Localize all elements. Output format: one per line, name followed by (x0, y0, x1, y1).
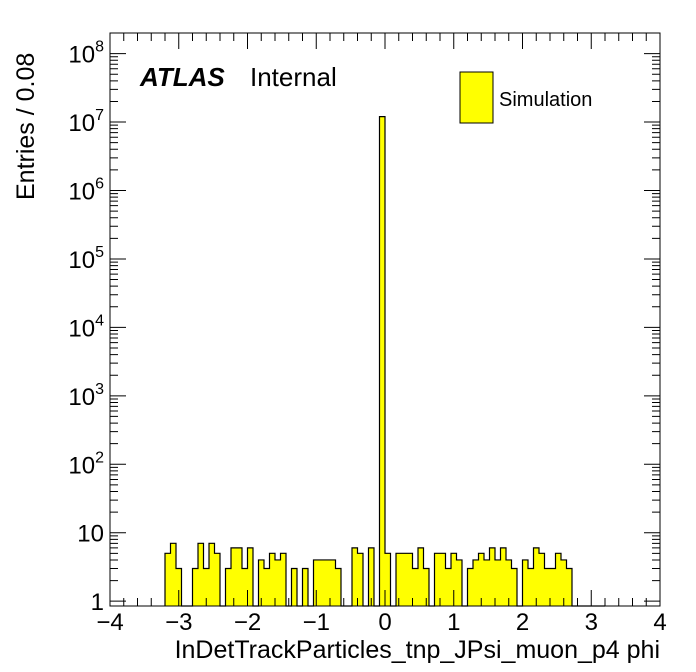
histogram-bin (198, 543, 204, 606)
tick-marks (109, 32, 661, 606)
histogram-bin (231, 547, 237, 606)
histogram-bin (335, 568, 341, 606)
histogram-bin (236, 547, 242, 606)
histogram-bin (275, 559, 281, 606)
x-tick-label: −2 (234, 609, 261, 636)
legend-swatch (459, 71, 494, 124)
histogram-bin (533, 547, 539, 606)
histogram-bin (385, 553, 391, 606)
y-axis-label: Entries / 0.08 (12, 53, 40, 200)
x-tick-label: −3 (165, 609, 192, 636)
y-tick-label: 10 (77, 521, 104, 548)
histogram-bin (302, 568, 308, 606)
histogram-bin (451, 553, 457, 606)
y-tick-label: 1 (91, 589, 104, 616)
histogram-bin (176, 568, 182, 606)
histogram-bin (544, 568, 550, 606)
axis-ticks (109, 32, 661, 606)
y-tick-label: 102 (68, 449, 104, 479)
histogram-bin (258, 559, 264, 606)
histogram-bin (467, 568, 473, 606)
histogram-bin (396, 553, 402, 606)
histogram-bin (192, 568, 198, 606)
x-tick-label: 4 (653, 609, 666, 636)
histogram-bin (313, 559, 319, 606)
histogram-bin (423, 568, 429, 606)
histogram-bin (555, 553, 561, 606)
histogram-bin (407, 553, 413, 606)
legend-label-simulation: Simulation (499, 89, 592, 111)
histogram-bin (511, 568, 517, 606)
histogram-bin (495, 559, 501, 606)
histogram-bin (324, 559, 330, 606)
y-tick-label: 107 (68, 107, 104, 137)
histogram-bin (280, 553, 286, 606)
x-tick-label: 3 (585, 609, 598, 636)
histogram-bin (352, 547, 358, 606)
histogram-bin (506, 559, 512, 606)
x-tick-label: −1 (303, 609, 330, 636)
histogram-bin (291, 568, 297, 606)
histogram-bin (401, 553, 407, 606)
histogram-bin (522, 559, 528, 606)
histogram-bin (412, 568, 418, 606)
atlas-label: ATLAS (139, 62, 225, 92)
histogram-bin (539, 553, 545, 606)
y-tick-label: 106 (68, 175, 104, 205)
x-tick-label: 2 (516, 609, 529, 636)
y-tick-label: 103 (68, 381, 104, 411)
histogram-bin (528, 568, 534, 606)
y-tick-labels: 1 10 102 103 104 105 106 107 108 (68, 39, 104, 617)
histogram-bin (330, 559, 336, 606)
y-tick-label: 104 (68, 312, 104, 342)
x-tick-label: −4 (96, 609, 123, 636)
histogram-bin (225, 568, 231, 606)
histogram-bin (561, 559, 567, 606)
x-tick-label: 0 (378, 609, 391, 636)
atlas-sublabel: Internal (250, 62, 337, 92)
y-tick-label: 108 (68, 39, 104, 69)
histogram-bin (566, 568, 572, 606)
x-tick-label: 1 (447, 609, 460, 636)
histogram-bars (164, 116, 605, 607)
histogram-bin (209, 543, 215, 606)
x-axis-label: InDetTrackParticles_tnp_JPsi_muon_p4 phi (175, 636, 660, 664)
histogram-bin (440, 553, 446, 606)
histogram-bin (456, 559, 462, 606)
histogram-bin (379, 116, 385, 606)
histogram-bin (445, 568, 451, 606)
legend: Simulation (459, 71, 592, 124)
histogram-bin (357, 553, 363, 606)
histogram-bin (203, 568, 209, 606)
histogram-bin (418, 547, 424, 606)
histogram-bin (500, 547, 506, 606)
histogram-bin (550, 568, 556, 606)
histogram-bin (484, 559, 490, 606)
y-tick-label: 105 (68, 244, 104, 274)
histogram-bin (269, 553, 275, 606)
histogram-bin (170, 543, 176, 606)
histogram-bin (478, 553, 484, 606)
histogram-bin (242, 568, 248, 606)
histogram-bin (165, 553, 171, 606)
histogram-bin (473, 559, 479, 606)
histogram-bin (319, 559, 325, 606)
histogram-bin (368, 547, 374, 606)
histogram-bin (434, 553, 440, 606)
x-tick-labels: −4 −3 −2 −1 0 1 2 3 4 (96, 609, 666, 636)
histogram-bin (264, 568, 270, 606)
histogram-bin (247, 547, 253, 606)
histogram-bin (214, 553, 220, 606)
histogram-bin (489, 547, 495, 606)
